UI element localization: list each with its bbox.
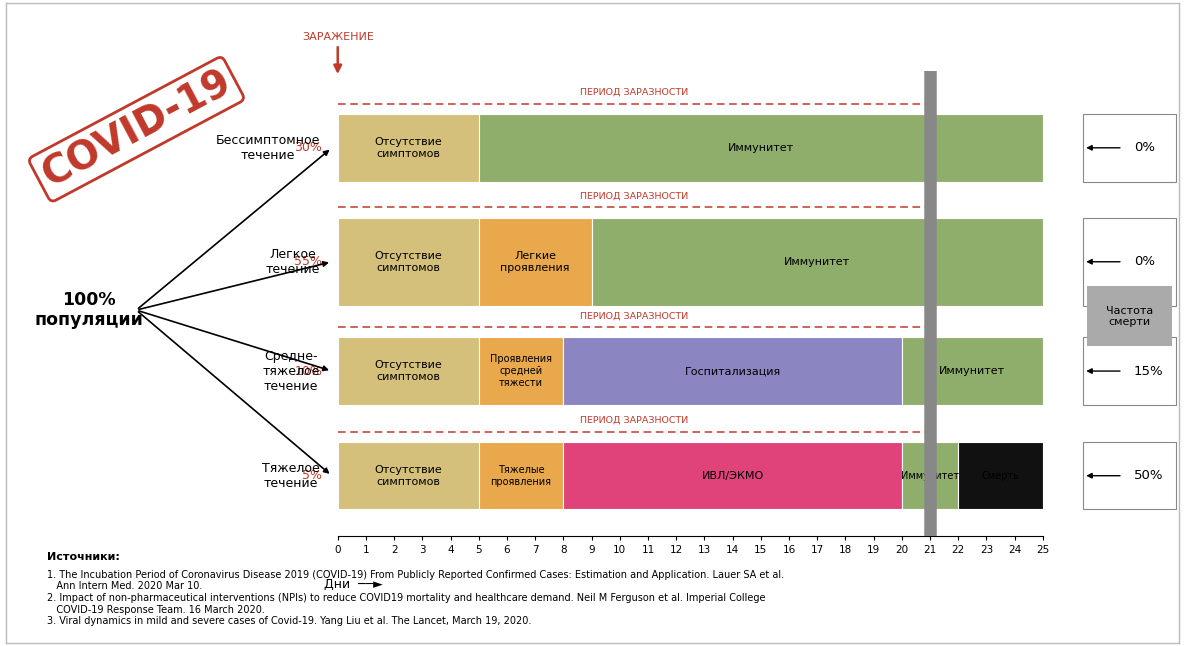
Text: Отсутствие
симптомов: Отсутствие симптомов: [374, 137, 442, 159]
Bar: [591, 218, 1043, 306]
Text: Отсутствие
симптомов: Отсутствие симптомов: [374, 465, 442, 486]
Text: 30%: 30%: [294, 141, 322, 154]
Text: Иммунитет: Иммунитет: [940, 366, 1005, 376]
Text: 50%: 50%: [1134, 469, 1164, 482]
Text: Бессимптомное
течение: Бессимптомное течение: [216, 134, 320, 162]
Bar: [902, 442, 959, 510]
Text: Частота
смерти: Частота смерти: [1106, 306, 1153, 328]
Text: Смерть: Смерть: [981, 471, 1019, 481]
Text: ПЕРИОД ЗАРАЗНОСТИ: ПЕРИОД ЗАРАЗНОСТИ: [579, 416, 688, 425]
Text: ПЕРИОД ЗАРАЗНОСТИ: ПЕРИОД ЗАРАЗНОСТИ: [579, 191, 688, 200]
Bar: [338, 337, 479, 405]
Bar: [902, 337, 1043, 405]
Text: 0%: 0%: [1134, 141, 1155, 154]
Bar: [1087, 286, 1172, 346]
Bar: [1083, 337, 1176, 405]
Text: ПЕРИОД ЗАРАЗНОСТИ: ПЕРИОД ЗАРАЗНОСТИ: [579, 88, 688, 97]
Text: ПЕРИОД ЗАРАЗНОСТИ: ПЕРИОД ЗАРАЗНОСТИ: [579, 311, 688, 320]
Text: 15%: 15%: [1134, 364, 1164, 377]
Text: 55%: 55%: [294, 255, 322, 268]
Bar: [563, 442, 902, 510]
Text: ИВЛ/ЭКМО: ИВЛ/ЭКМО: [702, 471, 763, 481]
Text: Дни  ──►: Дни ──►: [324, 578, 383, 591]
Text: 5%: 5%: [302, 469, 322, 482]
Text: Иммунитет: Иммунитет: [728, 143, 794, 153]
Text: Отсутствие
симптомов: Отсутствие симптомов: [374, 251, 442, 273]
Text: Средне-
тяжелое
течение: Средне- тяжелое течение: [263, 349, 320, 393]
Bar: [479, 218, 591, 306]
Bar: [959, 442, 1043, 510]
Bar: [338, 114, 479, 182]
Text: Отсутствие
симптомов: Отсутствие симптомов: [374, 360, 442, 382]
Bar: [338, 218, 479, 306]
Bar: [1083, 442, 1176, 510]
Text: Тяжелое
течение: Тяжелое течение: [262, 462, 320, 490]
Bar: [1083, 114, 1176, 182]
Text: 100%
популяции: 100% популяции: [34, 291, 143, 329]
Text: 0%: 0%: [1134, 255, 1155, 268]
Bar: [479, 114, 1043, 182]
Text: 1. The Incubation Period of Coronavirus Disease 2019 (COVID-19) From Publicly Re: 1. The Incubation Period of Coronavirus …: [47, 570, 784, 626]
Text: Тяжелые
проявления: Тяжелые проявления: [491, 465, 551, 486]
Bar: [479, 337, 563, 405]
Text: COVID-19: COVID-19: [36, 63, 237, 195]
Text: Иммунитет: Иммунитет: [901, 471, 959, 481]
Text: 10%: 10%: [294, 364, 322, 377]
Text: Легкие
проявления: Легкие проявления: [500, 251, 570, 273]
Text: Проявления
средней
тяжести: Проявления средней тяжести: [491, 355, 552, 388]
Bar: [1083, 218, 1176, 306]
Text: Источники:: Источники:: [47, 552, 120, 562]
Text: Легкое
течение: Легкое течение: [265, 248, 320, 276]
Text: Иммунитет: Иммунитет: [784, 256, 851, 267]
Bar: [563, 337, 902, 405]
Text: Госпитализация: Госпитализация: [685, 366, 781, 376]
Bar: [479, 442, 563, 510]
Bar: [338, 442, 479, 510]
Text: ЗАРАЖЕНИЕ: ЗАРАЖЕНИЕ: [302, 32, 373, 42]
